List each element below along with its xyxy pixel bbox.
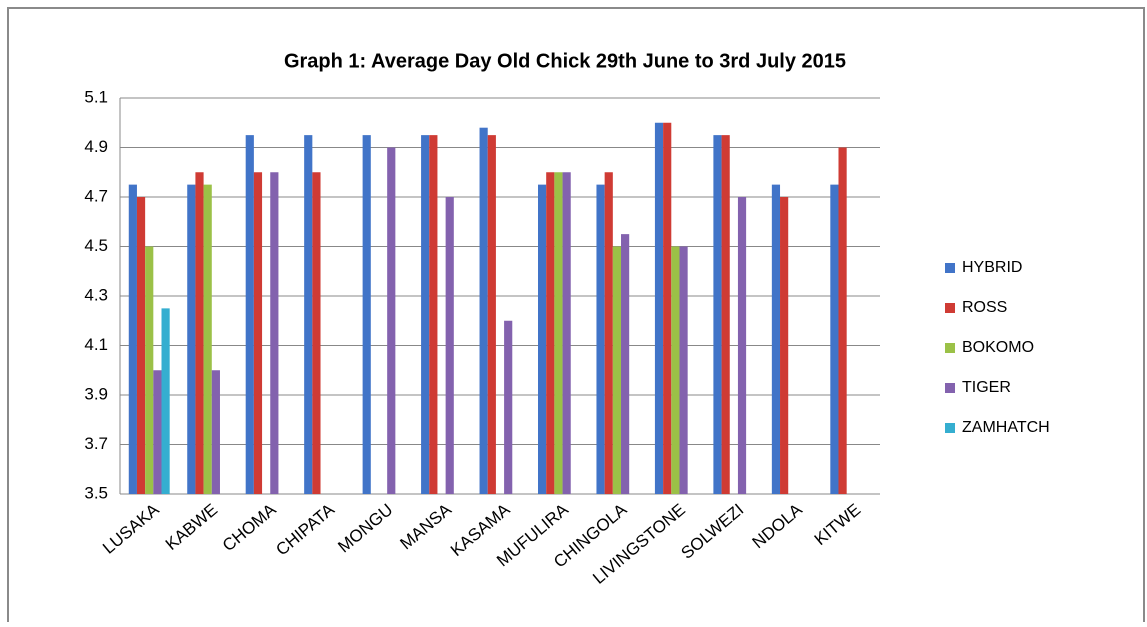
bar: [312, 172, 321, 494]
bar: [830, 184, 839, 494]
bar: [153, 370, 162, 494]
y-tick-label: 3.9: [84, 384, 108, 403]
bar: [621, 234, 630, 494]
legend-swatch: [945, 303, 955, 313]
legend-swatch: [945, 343, 955, 353]
bar: [713, 135, 722, 494]
legend-label: BOKOMO: [962, 339, 1034, 356]
bar: [245, 135, 254, 494]
bar: [187, 184, 196, 494]
bar: [203, 184, 212, 494]
bar: [211, 370, 220, 494]
y-tick-label: 3.5: [84, 483, 108, 502]
bar: [562, 172, 571, 494]
bar: [654, 122, 664, 494]
bar: [362, 135, 371, 494]
bar: [671, 246, 680, 494]
y-tick-label: 4.3: [84, 285, 108, 304]
bar: [737, 197, 747, 494]
bar: [538, 184, 547, 494]
bar: [445, 197, 454, 494]
bar: [253, 172, 263, 494]
y-tick-label: 5.1: [84, 87, 108, 106]
bar: [596, 184, 605, 494]
bar: [387, 147, 396, 494]
bar: [429, 135, 438, 494]
y-tick-label: 4.1: [84, 335, 108, 354]
bar: [721, 135, 730, 494]
legend-label: ROSS: [962, 299, 1007, 316]
legend-label: ZAMHATCH: [962, 419, 1050, 436]
bar: [195, 172, 204, 494]
legend-swatch: [945, 423, 955, 433]
bar: [504, 320, 513, 494]
bar: [679, 246, 688, 494]
bar: [604, 172, 613, 494]
legend-swatch: [945, 383, 955, 393]
bar: [546, 172, 555, 494]
bar: [128, 184, 137, 494]
legend-label: HYBRID: [962, 259, 1022, 276]
bar: [780, 197, 789, 494]
bar: [771, 184, 781, 494]
bar: [136, 197, 146, 494]
bar: [663, 122, 672, 494]
legend-label: TIGER: [962, 379, 1011, 396]
bar: [487, 135, 496, 494]
bar: [479, 127, 488, 494]
bar: [421, 135, 430, 494]
chart-title: Graph 1: Average Day Old Chick 29th June…: [284, 50, 846, 72]
bar: [304, 135, 313, 494]
y-tick-label: 4.7: [84, 186, 108, 205]
bar: [145, 246, 154, 494]
legend-swatch: [945, 263, 955, 273]
y-tick-label: 3.7: [84, 434, 108, 453]
bar: [612, 246, 622, 494]
bar: [161, 308, 170, 494]
bar: [554, 172, 563, 494]
y-tick-label: 4.5: [84, 236, 108, 255]
bar: [270, 172, 279, 494]
y-tick-label: 4.9: [84, 137, 108, 156]
bar: [838, 147, 847, 494]
